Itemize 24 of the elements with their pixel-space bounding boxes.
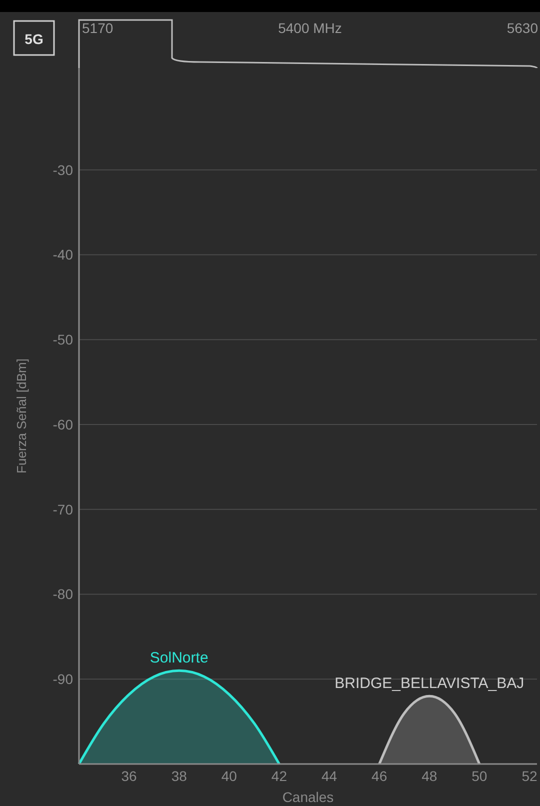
x-tick-label: 40 xyxy=(221,768,238,784)
series-label: BRIDGE_BELLAVISTA_BAJ xyxy=(334,675,524,692)
x-tick-label: 42 xyxy=(271,768,288,784)
text: 5630 xyxy=(506,20,538,36)
text: 5400 MHz xyxy=(278,20,342,36)
series-label: SolNorte xyxy=(150,650,208,667)
x-axis-title: Canales xyxy=(282,789,334,805)
x-tick-label: 46 xyxy=(372,768,388,784)
x-tick-label: 36 xyxy=(121,768,138,784)
y-tick-label: -50 xyxy=(52,332,74,348)
y-tick-label: -70 xyxy=(52,501,74,518)
y-tick-label: -80 xyxy=(52,586,74,602)
y-tick-label: -60 xyxy=(52,416,74,432)
y-axis-title: Fuerza Señal [dBm] xyxy=(14,358,29,474)
text: 5G xyxy=(24,31,44,47)
y-tick-label: -30 xyxy=(52,162,74,178)
x-tick-label: 50 xyxy=(472,768,488,784)
y-tick-label: -90 xyxy=(52,671,74,688)
x-tick-label: 44 xyxy=(321,768,338,784)
x-tick-label: 38 xyxy=(171,768,188,784)
x-tick-label: 48 xyxy=(422,768,438,784)
x-tick-label: 52 xyxy=(522,768,538,784)
y-tick-label: -40 xyxy=(52,246,74,263)
text: 5170 xyxy=(82,20,114,36)
